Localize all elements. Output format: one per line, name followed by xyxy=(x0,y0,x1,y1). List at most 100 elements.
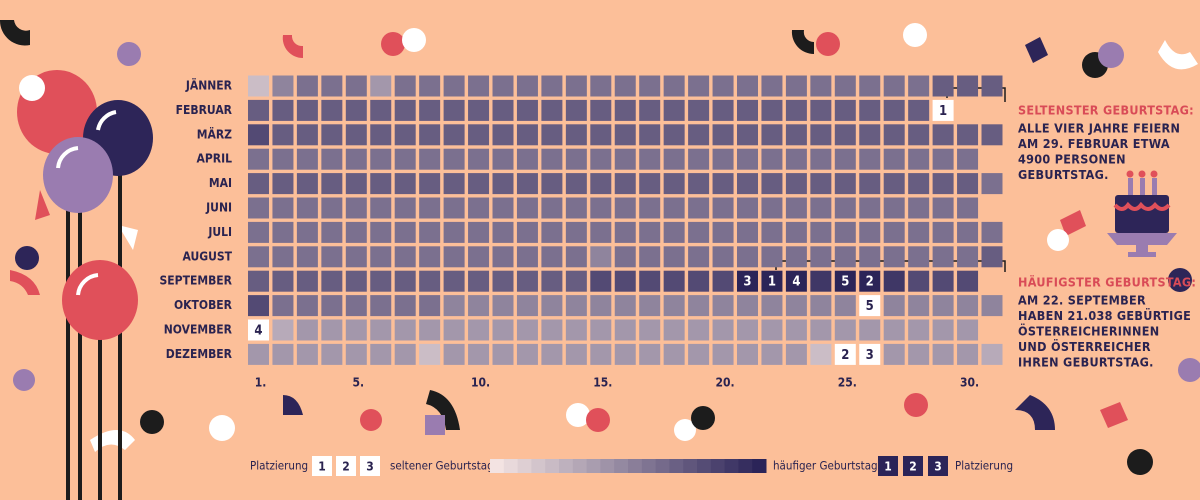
day-cell xyxy=(810,124,832,146)
day-cell xyxy=(761,221,783,243)
day-cell xyxy=(834,75,856,97)
day-cell xyxy=(345,270,367,292)
day-cell xyxy=(810,197,832,219)
day-cell xyxy=(932,173,954,195)
day-cell xyxy=(810,343,832,365)
day-cell xyxy=(981,295,1003,317)
day-cell xyxy=(468,246,490,268)
day-cell xyxy=(419,319,441,341)
confetti xyxy=(586,408,610,432)
day-cell xyxy=(565,124,587,146)
day-cell xyxy=(248,75,269,97)
legend-gradient-step xyxy=(655,459,670,473)
legend-rank: 1 xyxy=(318,460,326,474)
day-cell xyxy=(443,270,465,292)
day-cell xyxy=(761,319,783,341)
day-cell xyxy=(345,343,367,365)
day-cell xyxy=(565,295,587,317)
day-cell xyxy=(957,75,979,97)
day-cell xyxy=(468,173,490,195)
day-cell xyxy=(394,270,416,292)
day-cell xyxy=(272,270,294,292)
day-cell xyxy=(590,124,612,146)
day-cell xyxy=(321,295,343,317)
day-cell xyxy=(468,319,490,341)
day-cell xyxy=(443,75,465,97)
day-cell xyxy=(468,343,490,365)
legend-gradient-step xyxy=(628,459,643,473)
confetti xyxy=(1025,37,1048,63)
day-cell xyxy=(321,343,343,365)
day-cell xyxy=(321,197,343,219)
legend-label: Platzierung xyxy=(250,459,308,473)
day-cell xyxy=(516,270,538,292)
legend-gradient-step xyxy=(531,459,546,473)
confetti xyxy=(1015,395,1055,430)
day-cell xyxy=(859,270,881,292)
day-cell xyxy=(712,124,734,146)
day-cell xyxy=(516,99,538,121)
day-cell xyxy=(810,99,832,121)
day-cell xyxy=(859,197,881,219)
day-cell xyxy=(834,221,856,243)
day-cell xyxy=(908,148,930,170)
day-cell xyxy=(296,173,318,195)
day-cell xyxy=(296,270,318,292)
day-cell xyxy=(419,295,441,317)
day-label: 10. xyxy=(471,376,490,390)
confetti xyxy=(1168,268,1192,292)
day-cell xyxy=(516,295,538,317)
day-cell xyxy=(957,221,979,243)
legend-rank: 1 xyxy=(884,460,892,474)
day-cell xyxy=(419,148,441,170)
day-cell xyxy=(565,197,587,219)
day-cell xyxy=(516,319,538,341)
rank-label: 1 xyxy=(939,104,947,119)
day-cell xyxy=(394,75,416,97)
day-cell xyxy=(663,173,685,195)
day-cell xyxy=(883,99,905,121)
confetti xyxy=(381,32,405,56)
confetti xyxy=(426,390,460,430)
month-label: OKTOBER xyxy=(174,298,233,312)
day-cell xyxy=(883,197,905,219)
legend-gradient-step xyxy=(669,459,684,473)
day-cell xyxy=(272,148,294,170)
day-cell xyxy=(834,124,856,146)
day-cell xyxy=(639,75,661,97)
day-cell xyxy=(296,75,318,97)
day-cell xyxy=(932,246,954,268)
day-cell xyxy=(394,246,416,268)
day-cell xyxy=(296,343,318,365)
day-cell xyxy=(614,319,636,341)
day-cell xyxy=(565,246,587,268)
day-cell xyxy=(248,270,269,292)
day-cell xyxy=(663,148,685,170)
day-cell xyxy=(859,295,881,317)
day-cell xyxy=(565,75,587,97)
day-cell xyxy=(321,75,343,97)
day-cell xyxy=(810,270,832,292)
day-label: 1. xyxy=(255,376,267,390)
day-cell xyxy=(468,221,490,243)
day-cell xyxy=(492,295,514,317)
day-cell xyxy=(810,173,832,195)
day-cell xyxy=(248,124,269,146)
confetti xyxy=(118,225,138,250)
day-cell xyxy=(614,246,636,268)
day-cell xyxy=(908,295,930,317)
annotation-text: AM 22. SEPTEMBER xyxy=(1018,293,1146,308)
day-cell xyxy=(712,99,734,121)
day-cell xyxy=(516,148,538,170)
day-cell xyxy=(296,295,318,317)
day-cell xyxy=(639,124,661,146)
day-label: 30. xyxy=(960,376,979,390)
month-label: MAI xyxy=(209,176,232,190)
day-cell xyxy=(785,148,807,170)
day-cell xyxy=(761,246,783,268)
legend-rank: 2 xyxy=(342,460,350,474)
day-cell xyxy=(688,246,710,268)
legend-gradient-step xyxy=(710,459,726,473)
month-label: NOVEMBER xyxy=(164,323,233,337)
